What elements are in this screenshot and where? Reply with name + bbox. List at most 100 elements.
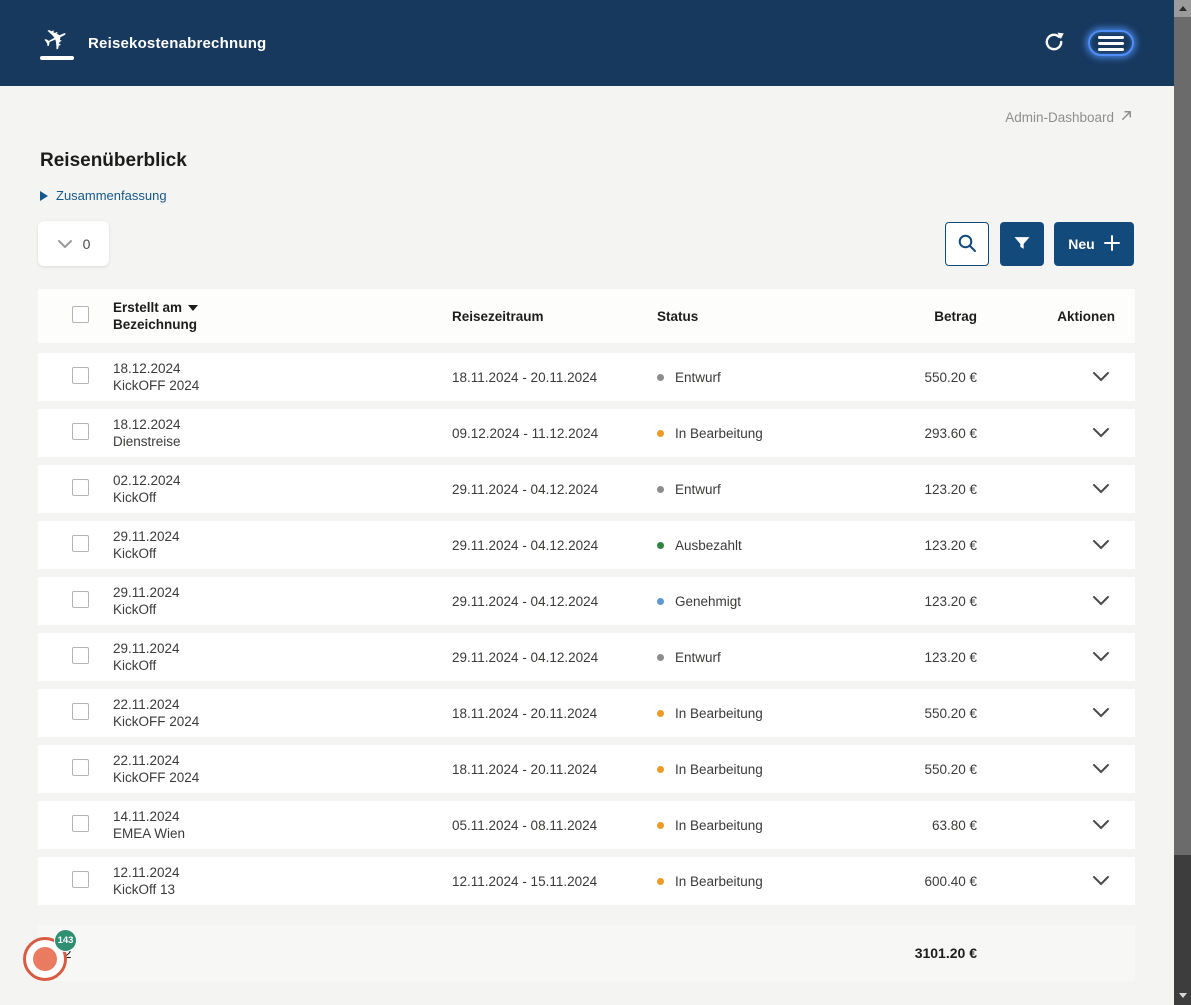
triangle-down-icon (1178, 992, 1187, 998)
admin-dashboard-link[interactable]: Admin-Dashboard (1005, 109, 1133, 125)
row-checkbox[interactable] (72, 703, 89, 720)
row-created-date: 29.11.2024 (113, 529, 180, 544)
triangle-right-icon (40, 190, 48, 201)
expand-row-button[interactable] (1092, 818, 1110, 833)
row-checkbox[interactable] (72, 871, 89, 888)
row-amount: 550.20 € (924, 761, 977, 777)
triangle-up-icon (1178, 6, 1187, 11)
selection-counter-dropdown[interactable]: 0 (38, 221, 109, 266)
table-row: 12.11.2024 KickOff 13 12.11.2024 - 15.11… (38, 857, 1135, 905)
table-row: 02.12.2024 KickOff 29.11.2024 - 04.12.20… (38, 465, 1135, 513)
status-label: In Bearbeitung (675, 761, 763, 777)
plus-icon (1103, 234, 1120, 254)
row-period: 29.11.2024 - 04.12.2024 (452, 481, 599, 497)
row-created-date: 18.12.2024 (113, 361, 181, 376)
column-header-created[interactable]: Erstellt am (113, 299, 452, 316)
external-link-icon (1120, 109, 1133, 125)
app-title: Reisekostenabrechnung (88, 34, 267, 52)
expand-row-button[interactable] (1092, 874, 1110, 889)
search-button[interactable] (945, 222, 989, 266)
status-dot (657, 429, 664, 437)
row-amount: 600.40 € (924, 873, 977, 889)
row-checkbox[interactable] (72, 423, 89, 440)
chevron-down-icon (1092, 650, 1110, 665)
table-footer-row: 2 3101.20 € (38, 925, 1135, 981)
row-checkbox[interactable] (72, 759, 89, 776)
chevron-down-icon (1092, 370, 1110, 385)
table-row: 29.11.2024 KickOff 29.11.2024 - 04.12.20… (38, 633, 1135, 681)
row-amount: 123.20 € (924, 649, 977, 665)
row-amount: 550.20 € (924, 705, 977, 721)
row-checkbox[interactable] (72, 535, 89, 552)
footer-count: 2 (64, 945, 72, 961)
expand-row-button[interactable] (1092, 426, 1110, 441)
status-label: In Bearbeitung (675, 705, 763, 721)
column-header-actions: Aktionen (1057, 308, 1115, 324)
status-label: Ausbezahlt (675, 537, 742, 553)
row-trip-name: KickOFF 2024 (113, 378, 200, 393)
status-label: In Bearbeitung (675, 817, 763, 833)
search-icon (956, 232, 978, 257)
row-period: 12.11.2024 - 15.11.2024 (452, 873, 598, 889)
row-created-date: 14.11.2024 (113, 809, 180, 824)
selection-count: 0 (82, 235, 91, 252)
chevron-down-icon (1092, 482, 1110, 497)
chevron-down-icon (1092, 594, 1110, 609)
row-checkbox[interactable] (72, 479, 89, 496)
row-checkbox[interactable] (72, 647, 89, 664)
scrollbar-thumb[interactable] (1174, 17, 1191, 855)
chevron-down-icon (1092, 762, 1110, 777)
expand-row-button[interactable] (1092, 482, 1110, 497)
select-all-checkbox[interactable] (72, 306, 89, 323)
table-row: 18.12.2024 Dienstreise 09.12.2024 - 11.1… (38, 409, 1135, 457)
expand-row-button[interactable] (1092, 370, 1110, 385)
sort-desc-icon (188, 305, 199, 312)
widget-badge: 143 (54, 929, 77, 952)
filter-button[interactable] (1000, 222, 1044, 266)
row-checkbox[interactable] (72, 367, 89, 384)
row-amount: 123.20 € (924, 537, 977, 553)
status-dot (657, 485, 664, 493)
airplane-logo-icon: ✈ (37, 17, 76, 61)
expand-row-button[interactable] (1092, 706, 1110, 721)
status-dot (657, 877, 664, 885)
column-header-period[interactable]: Reisezeitraum (452, 308, 544, 324)
vertical-scrollbar[interactable] (1174, 0, 1191, 1005)
chevron-down-icon (57, 236, 73, 252)
hamburger-menu-button[interactable] (1088, 30, 1134, 56)
status-label: Genehmigt (675, 593, 742, 609)
row-created-date: 18.12.2024 (113, 417, 181, 432)
row-trip-name: KickOff (113, 602, 157, 617)
hamburger-icon (1098, 35, 1124, 39)
table-row: 22.11.2024 KickOFF 2024 18.11.2024 - 20.… (38, 689, 1135, 737)
row-amount: 63.80 € (931, 817, 977, 833)
column-header-amount[interactable]: Betrag (934, 308, 977, 324)
scroll-down-button[interactable] (1174, 988, 1191, 1002)
table-row: 29.11.2024 KickOff 29.11.2024 - 04.12.20… (38, 521, 1135, 569)
row-checkbox[interactable] (72, 815, 89, 832)
trips-table: Erstellt am Bezeichnung Reisezeitraum St… (38, 289, 1135, 981)
expand-row-button[interactable] (1092, 594, 1110, 609)
row-checkbox[interactable] (72, 591, 89, 608)
row-period: 18.11.2024 - 20.11.2024 (452, 369, 598, 385)
row-created-date: 29.11.2024 (113, 585, 180, 600)
status-label: Entwurf (675, 369, 721, 385)
expand-row-button[interactable] (1092, 762, 1110, 777)
expand-row-button[interactable] (1092, 650, 1110, 665)
filter-funnel-icon (1012, 233, 1032, 256)
refresh-button[interactable] (1042, 30, 1066, 57)
feedback-widget-button[interactable]: 143 (23, 929, 77, 981)
row-trip-name: KickOff 13 (113, 882, 176, 897)
table-row: 14.11.2024 EMEA Wien 05.11.2024 - 08.11.… (38, 801, 1135, 849)
summary-toggle[interactable]: Zusammenfassung (40, 188, 167, 203)
scroll-up-button[interactable] (1174, 0, 1191, 17)
column-header-status[interactable]: Status (657, 308, 699, 324)
new-entry-button[interactable]: Neu (1054, 222, 1134, 266)
row-trip-name: KickOFF 2024 (113, 714, 200, 729)
top-bar: ✈ Reisekostenabrechnung (0, 0, 1174, 86)
status-dot (657, 373, 664, 381)
status-label: In Bearbeitung (675, 873, 763, 889)
expand-row-button[interactable] (1092, 538, 1110, 553)
column-header-name[interactable]: Bezeichnung (113, 317, 198, 332)
